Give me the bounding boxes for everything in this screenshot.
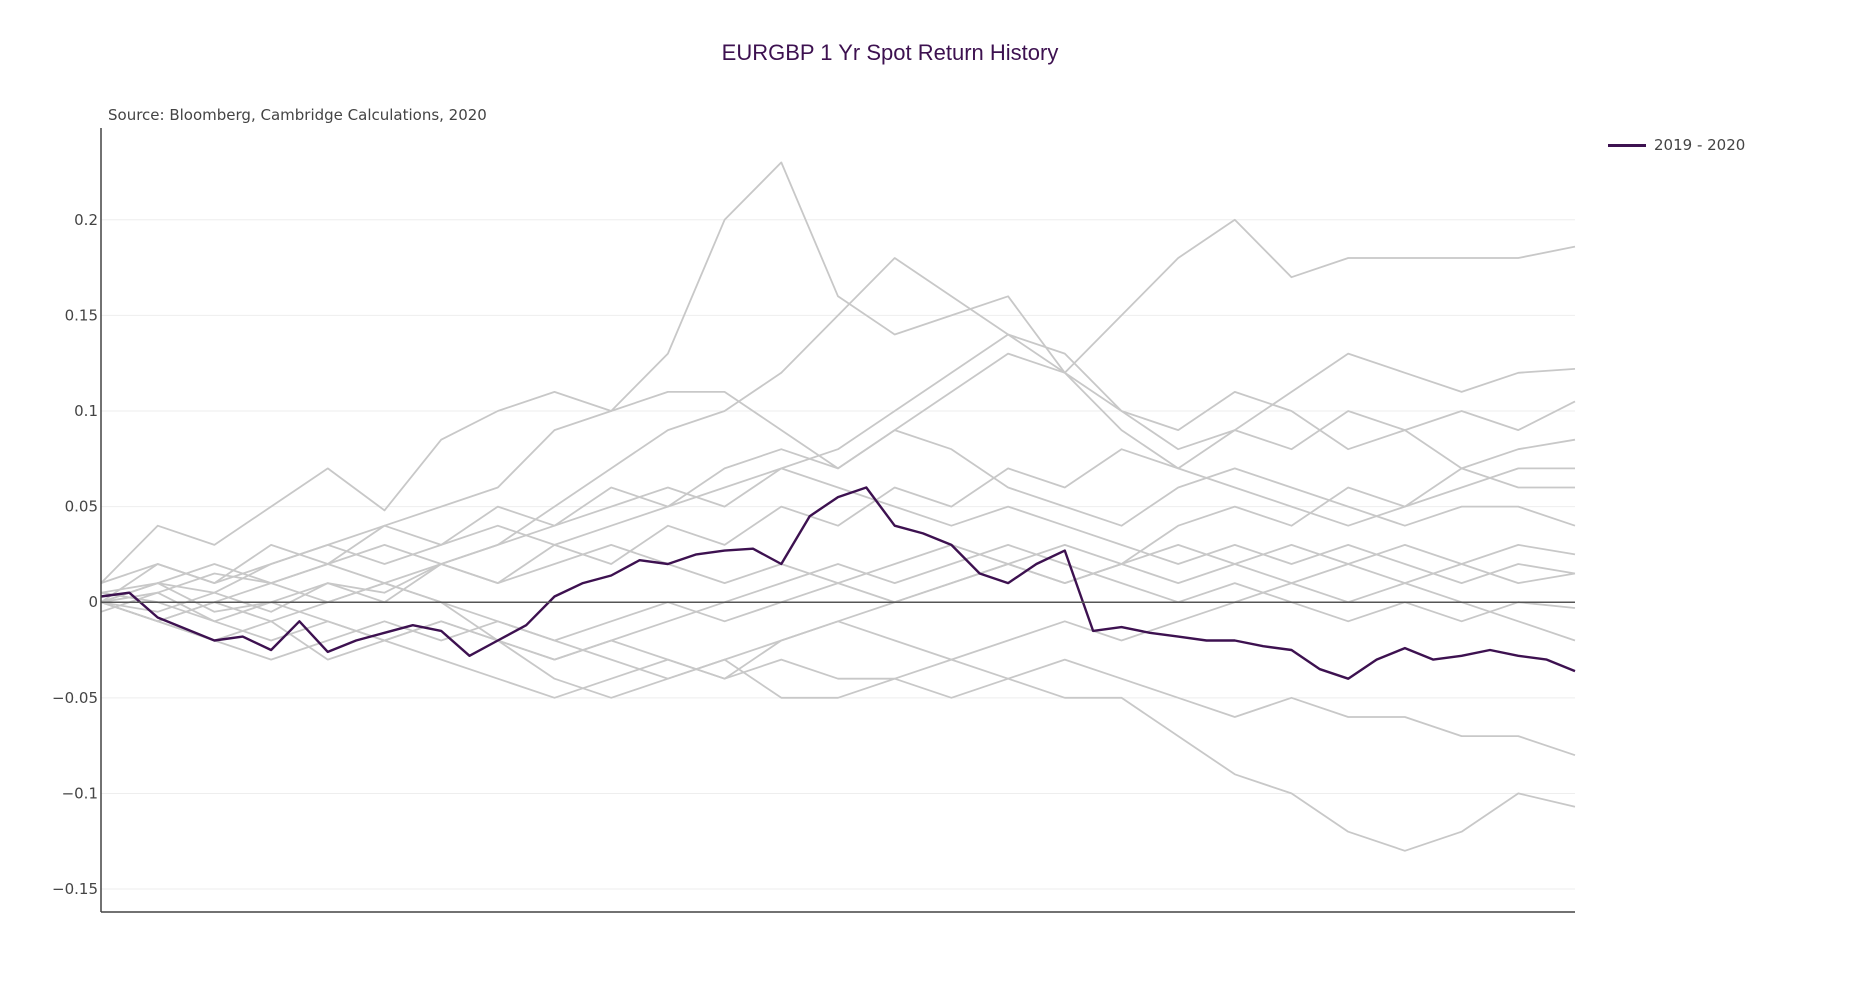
legend[interactable]: 2019 - 2020 — [1608, 136, 1745, 154]
series-lines — [100, 161, 1576, 852]
y-tick-label: 0.15 — [65, 306, 98, 324]
series-line-history-14 — [100, 544, 1576, 661]
series-line-history-4 — [100, 563, 1576, 852]
axes: 0.2 0.15 0.1 0.05 0 −0.05 −0.1 −0.15 — [52, 128, 1575, 913]
series-line-history-7 — [100, 400, 1576, 613]
y-tick-label: 0.2 — [74, 211, 98, 229]
legend-label: 2019 - 2020 — [1654, 136, 1746, 154]
series-line-highlight — [100, 486, 1576, 680]
series-line-history-12 — [100, 582, 1576, 680]
gridlines — [101, 219, 1575, 890]
legend-swatch — [1608, 143, 1646, 147]
y-tick-label: −0.1 — [62, 784, 98, 802]
series-line-history-3 — [100, 218, 1576, 623]
series-line-history-13 — [100, 467, 1576, 584]
y-tick-label: −0.15 — [52, 880, 98, 898]
source-annotation: Source: Bloomberg, Cambridge Calculation… — [108, 106, 487, 124]
y-tick-label: 0 — [88, 593, 98, 611]
series-line-history-9 — [100, 544, 1576, 604]
chart-title: EURGBP 1 Yr Spot Return History — [721, 40, 1059, 65]
y-tick-label: −0.05 — [52, 689, 98, 707]
series-line-history-2 — [100, 161, 1575, 604]
series-line-history-11 — [100, 333, 1576, 604]
y-tick-label: 0.05 — [65, 498, 98, 516]
series-line-history-8 — [100, 544, 1576, 661]
y-tick-label: 0.1 — [74, 402, 98, 420]
